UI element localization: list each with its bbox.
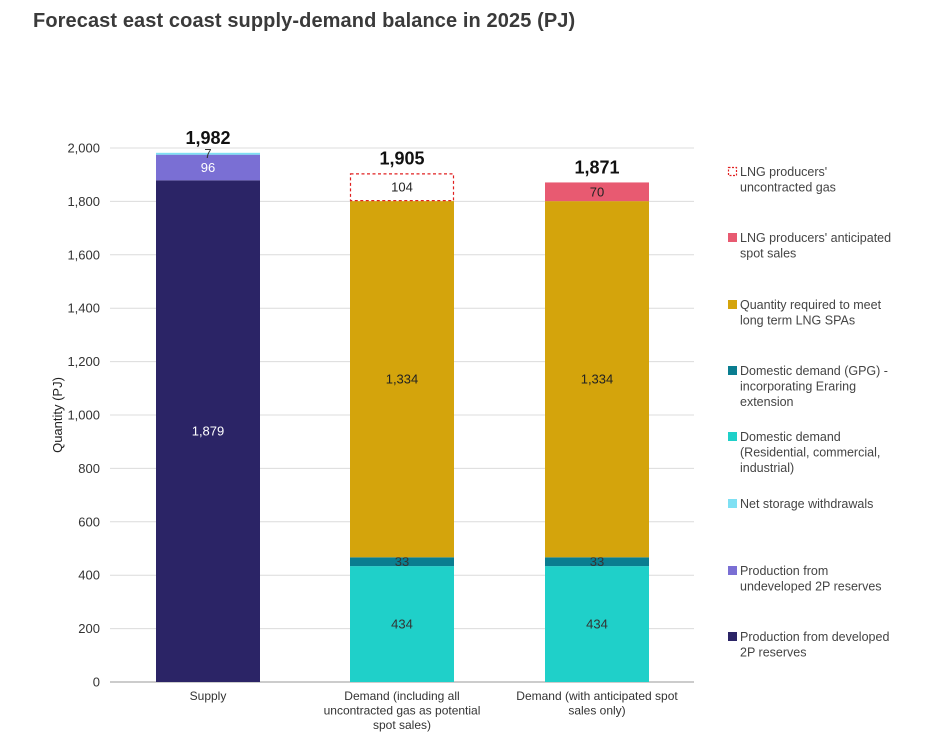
legend-label: Production from developed (740, 630, 889, 644)
legend-label: long term LNG SPAs (740, 314, 855, 328)
bar-segment (156, 154, 260, 181)
legend-item: Net storage withdrawals (728, 497, 873, 511)
legend-swatch (728, 300, 737, 309)
legend-label: incorporating Eraring (740, 380, 856, 394)
y-tick-label: 1,400 (67, 301, 100, 316)
bar-segment (545, 201, 649, 558)
x-category-label: spot sales) (373, 718, 431, 732)
legend-label: industrial) (740, 461, 794, 475)
y-tick-label: 1,200 (67, 354, 100, 369)
y-axis-title: Quantity (PJ) (50, 377, 65, 453)
data-label: 96 (201, 160, 215, 175)
bar-segment (350, 566, 454, 682)
bar-segment (350, 201, 454, 558)
data-label: 104 (391, 180, 413, 195)
bar-segment (545, 566, 649, 682)
chart-title: Forecast east coast supply-demand balanc… (33, 10, 576, 32)
legend-swatch (728, 499, 737, 508)
y-tick-label: 200 (78, 621, 100, 636)
bar-segment (545, 557, 649, 567)
legend-label: Domestic demand (740, 430, 841, 444)
y-tick-label: 1,600 (67, 247, 100, 262)
bar-segment (349, 173, 455, 202)
bar-segment (156, 180, 260, 682)
y-tick-label: 600 (78, 514, 100, 529)
legend-label: Quantity required to meet (740, 298, 882, 312)
legend-label: (Residential, commercial, (740, 446, 880, 460)
data-label: 434 (586, 617, 608, 632)
y-tick-label: 1,000 (67, 408, 100, 423)
data-label: 33 (395, 554, 409, 569)
legend-label: Domestic demand (GPG) - (740, 364, 888, 378)
legend-item: LNG producers' anticipated spot sales (728, 231, 891, 261)
x-category-label: Supply (190, 689, 227, 703)
legend-label: undeveloped 2P reserves (740, 580, 882, 594)
legend-item: Quantity required to meet long term LNG S… (728, 298, 882, 328)
legend-item: LNG producers' uncontracted gas (727, 165, 836, 195)
legend-label: LNG producers' (740, 165, 827, 179)
data-label: 1,879 (192, 424, 225, 439)
data-label: 7 (204, 146, 211, 161)
legend-label: extension (740, 395, 794, 409)
x-category-label: Demand (with anticipated spot (516, 689, 678, 703)
total-label: 1,905 (379, 148, 424, 168)
data-label: 70 (590, 184, 604, 199)
y-tick-label: 400 (78, 568, 100, 583)
bar-stack: 434 33 1,334 104 1,905 (349, 148, 455, 682)
legend-label: spot sales (740, 247, 796, 261)
data-label: 1,334 (581, 372, 614, 387)
legend-label: LNG producers' anticipated (740, 231, 891, 245)
legend-label: uncontracted gas (740, 181, 836, 195)
legend-item: Production from developed 2P reserves (728, 630, 889, 660)
data-label: 1,334 (386, 372, 419, 387)
legend-swatch (728, 233, 737, 242)
legend-item: Domestic demand (GPG) - incorporating Era… (728, 364, 888, 409)
y-tick-label: 800 (78, 461, 100, 476)
y-tick-label: 2,000 (67, 141, 100, 156)
bar-segment (545, 182, 649, 202)
legend-swatch (727, 166, 738, 177)
legend-swatch (728, 366, 737, 375)
y-tick-label: 0 (93, 675, 100, 690)
bar-segment (350, 557, 454, 567)
legend-swatch (728, 632, 737, 641)
bar-stack: 434 33 1,334 70 1,871 (545, 157, 649, 682)
total-label: 1,982 (185, 128, 230, 148)
x-category-label: uncontracted gas as potential (324, 704, 481, 718)
legend-label: 2P reserves (740, 646, 806, 660)
y-axis: 0 200 400 600 800 1,000 1,200 1,400 1,600 1,800 2,… (50, 141, 100, 690)
legend-item: Production from undeveloped 2P reserves (728, 564, 882, 594)
data-label: 33 (590, 554, 604, 569)
bar-segment (156, 152, 260, 155)
legend-label: Production from (740, 564, 828, 578)
legend-swatch (728, 432, 737, 441)
x-axis: Supply Demand (including alluncontracted … (190, 689, 679, 732)
data-label: 434 (391, 617, 413, 632)
x-category-label: Demand (including all (344, 689, 459, 703)
y-tick-label: 1,800 (67, 194, 100, 209)
legend-swatch (728, 566, 737, 575)
x-category-label: sales only) (568, 704, 625, 718)
legend-item: Domestic demand (Residential, commercial,… (728, 430, 880, 475)
total-label: 1,871 (574, 157, 619, 177)
legend-label: Net storage withdrawals (740, 497, 873, 511)
